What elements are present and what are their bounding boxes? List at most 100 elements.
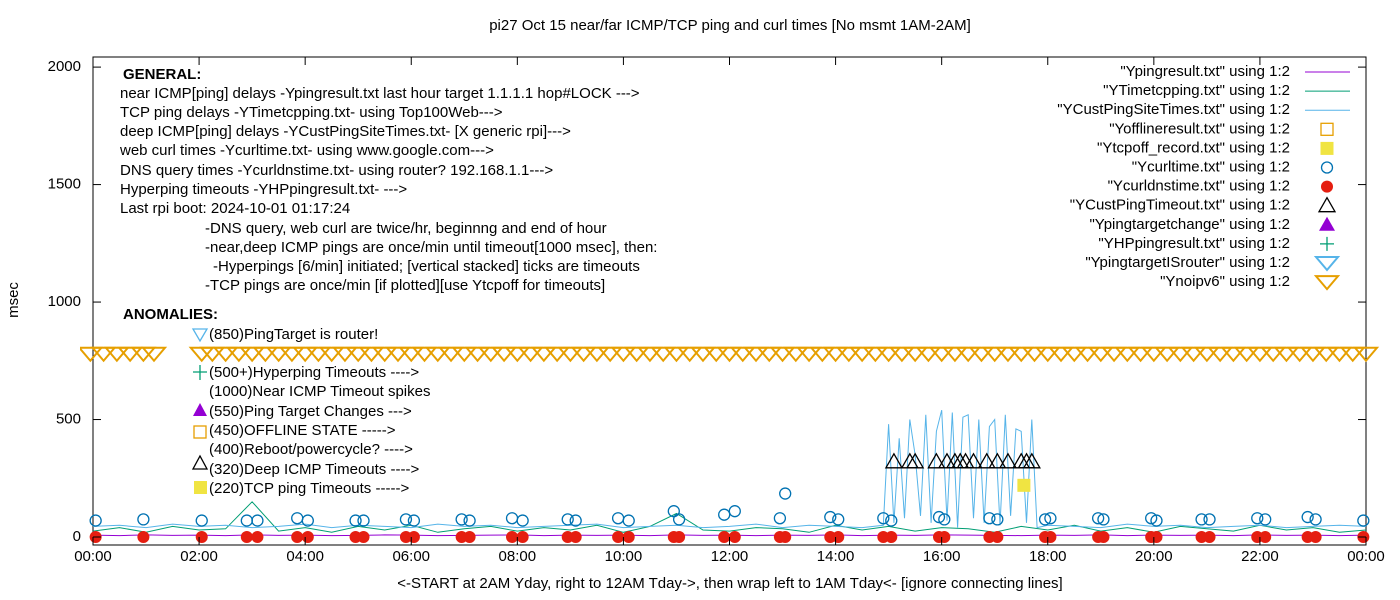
x-tick-label: 20:00 — [1135, 548, 1173, 565]
data-point — [569, 531, 582, 544]
data-point — [407, 531, 420, 544]
data-point — [437, 346, 465, 363]
data-point — [371, 346, 398, 363]
data-point — [611, 512, 625, 525]
y-tick-label: 1000 — [48, 293, 81, 310]
x-tick-label: 10:00 — [605, 548, 643, 565]
data-point — [877, 512, 890, 525]
data-point — [238, 346, 266, 363]
data-point — [570, 346, 597, 363]
data-point — [622, 531, 635, 544]
x-tick-label: 22:00 — [1241, 548, 1279, 565]
data-point — [1114, 346, 1141, 363]
legend-label: "Ynoipv6" using 1:2 — [1160, 273, 1290, 290]
data-point — [1357, 514, 1370, 527]
data-point — [398, 346, 425, 363]
x-tick-label: 12:00 — [711, 548, 749, 565]
data-point — [848, 346, 876, 363]
x-tick-label: 06:00 — [392, 548, 430, 565]
data-point — [915, 346, 942, 363]
annotation: Last rpi boot: 2024-10-01 01:17:24 — [120, 200, 350, 217]
data-point — [345, 346, 372, 363]
y-tick-label: 1500 — [48, 176, 81, 193]
data-point — [291, 512, 304, 525]
annotation-icon — [191, 328, 209, 343]
data-point — [988, 452, 1007, 469]
data-point — [305, 346, 332, 363]
data-point — [1203, 513, 1216, 526]
data-point — [1233, 346, 1260, 363]
data-point — [991, 513, 1004, 526]
data-point — [252, 346, 279, 363]
data-point — [1180, 346, 1207, 363]
data-point — [1091, 512, 1105, 525]
data-point — [1286, 346, 1313, 363]
data-point — [937, 452, 957, 469]
data-point — [291, 531, 304, 544]
data-point — [251, 514, 264, 527]
data-point — [1167, 346, 1194, 363]
legend-swatch — [1321, 180, 1333, 193]
annotation: -TCP pings are once/min [if plotted][use… — [205, 277, 605, 294]
data-point — [875, 346, 902, 363]
data-point — [832, 513, 845, 526]
data-point — [504, 346, 531, 363]
data-point — [1100, 346, 1128, 363]
data-point — [1220, 346, 1247, 363]
data-point — [703, 346, 730, 363]
data-point — [1044, 512, 1057, 525]
legend-label: "Ytcpoff_record.txt" using 1:2 — [1097, 139, 1290, 156]
data-point — [938, 531, 951, 544]
data-point — [455, 513, 468, 526]
data-point — [672, 513, 686, 526]
data-point — [977, 452, 996, 469]
annotation: (500+)Hyperping Timeouts ----> — [209, 364, 419, 381]
data-point — [1150, 514, 1163, 527]
annotation: deep ICMP[ping] delays -YCustPingSiteTim… — [120, 123, 571, 140]
x-tick-label: 08:00 — [499, 548, 537, 565]
data-point — [1273, 346, 1300, 363]
data-point — [773, 512, 787, 525]
data-point — [968, 346, 995, 363]
data-point — [357, 531, 370, 544]
data-point — [901, 346, 929, 363]
legend-swatch — [1313, 256, 1341, 272]
legend-swatch — [1313, 275, 1341, 291]
data-point — [779, 531, 792, 544]
data-point — [964, 452, 983, 469]
annotation-block: GENERAL: near ICMP[ping] delays -Ypingre… — [119, 66, 657, 497]
legend-label: "YCustPingTimeout.txt" using 1:2 — [1070, 197, 1290, 214]
legend-swatch — [1320, 122, 1334, 136]
data-point — [137, 531, 150, 544]
data-point — [636, 346, 664, 363]
data-point — [832, 531, 845, 544]
data-point — [981, 346, 1008, 363]
data-point — [673, 531, 686, 544]
data-point — [1097, 513, 1110, 526]
data-point — [932, 510, 946, 524]
data-point — [1145, 512, 1158, 525]
annotation: (400)Reboot/powercycle? ----> — [209, 441, 413, 458]
data-point — [516, 531, 529, 544]
y-axis-label: msec — [5, 282, 22, 318]
data-point — [1038, 513, 1052, 526]
data-point — [1352, 346, 1380, 363]
data-point — [1061, 346, 1088, 363]
annotation: -Hyperpings [6/min] initiated; [vertical… — [213, 258, 640, 275]
data-point — [451, 346, 478, 363]
data-point — [1251, 512, 1264, 525]
data-point — [1153, 346, 1181, 363]
data-point — [199, 346, 226, 363]
legend-label: "Ypingresult.txt" using 1:2 — [1120, 63, 1290, 80]
data-point — [597, 346, 624, 363]
legend-label: "Ycurldnstime.txt" using 1:2 — [1108, 178, 1290, 195]
data-point — [1017, 452, 1036, 469]
data-point — [407, 514, 421, 527]
legend-swatch — [1317, 196, 1337, 213]
data-point — [1047, 346, 1075, 363]
data-point — [728, 531, 741, 544]
x-tick-label: 14:00 — [817, 548, 855, 565]
x-tick-label: 04:00 — [286, 548, 324, 565]
legend-swatch — [1319, 216, 1335, 231]
data-point — [994, 346, 1022, 363]
